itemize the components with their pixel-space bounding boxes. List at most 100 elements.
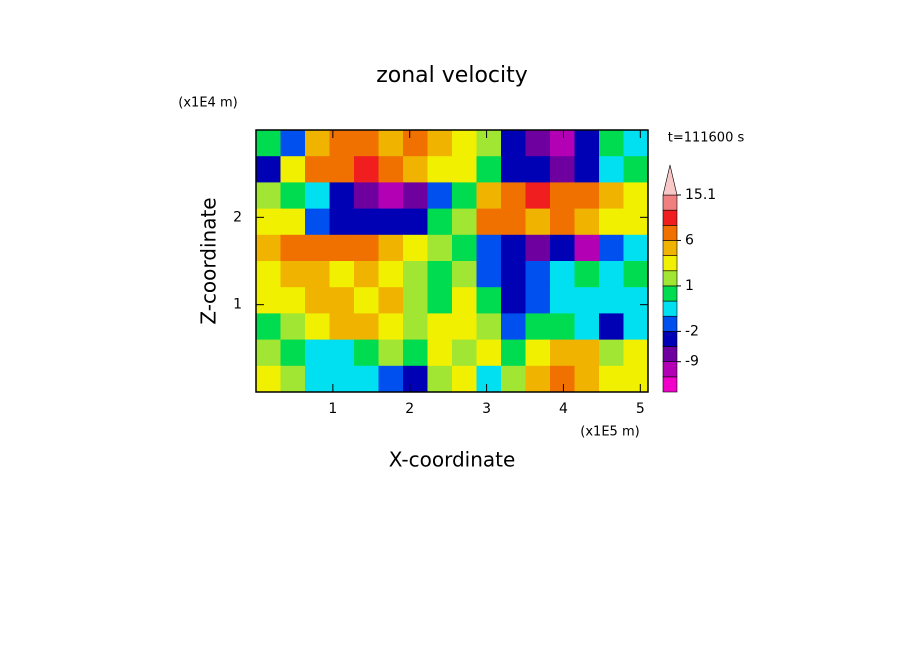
field-cell — [329, 208, 355, 236]
field-cell — [525, 182, 551, 210]
field-cell — [378, 182, 404, 210]
field-cell — [452, 208, 477, 236]
field-cell — [378, 339, 404, 367]
field-cell — [427, 313, 453, 341]
field-cell — [280, 130, 306, 157]
field-cell — [599, 208, 624, 236]
colorbar-box — [662, 331, 678, 347]
field-cell — [354, 313, 379, 341]
field-cell — [329, 261, 355, 288]
field-cell — [403, 182, 428, 210]
field-cell — [574, 261, 600, 288]
field-cell — [378, 313, 404, 341]
field-cell — [329, 313, 355, 341]
field-cell — [623, 130, 649, 157]
field-cell — [525, 365, 551, 393]
field-cell — [501, 313, 526, 341]
colorbar-box — [662, 376, 678, 393]
field-cell — [452, 182, 477, 210]
colorbar-tick-label: 6 — [685, 232, 694, 248]
field-cell — [329, 287, 355, 314]
field-cell — [623, 287, 649, 314]
field-cell — [354, 208, 379, 236]
colorbar-box — [662, 194, 678, 211]
field-cell — [623, 313, 649, 341]
y-scale-label: (x1E4 m) — [178, 96, 237, 111]
colorbar-box — [662, 270, 678, 287]
field-cell — [574, 182, 600, 210]
field-cell — [403, 156, 428, 183]
field-cell — [501, 234, 526, 262]
colorbar-box — [662, 300, 678, 317]
field-cell — [550, 287, 575, 314]
field-cell — [550, 156, 575, 183]
field-cell — [501, 365, 526, 393]
field-cell — [501, 208, 526, 236]
field-cell — [378, 208, 404, 236]
field-cell — [354, 182, 379, 210]
field-cell — [403, 234, 428, 262]
field-cell — [525, 208, 551, 236]
field-cell — [476, 182, 502, 210]
field-cell — [354, 339, 379, 367]
field-cell — [525, 339, 551, 367]
field-cell — [501, 339, 526, 367]
field-cell — [354, 130, 379, 157]
field-cell — [623, 261, 649, 288]
field-cell — [354, 156, 379, 183]
field-cell — [378, 130, 404, 157]
field-cell — [550, 313, 575, 341]
field-cell — [476, 313, 502, 341]
field-cell — [354, 365, 379, 393]
field-cell — [256, 313, 281, 341]
field-cell — [280, 156, 306, 183]
field-cell — [305, 156, 330, 183]
field-cell — [280, 234, 306, 262]
field-cell — [354, 261, 379, 288]
x-axis-label: X-coordinate — [389, 448, 516, 472]
field-cell — [280, 313, 306, 341]
field-cell — [599, 287, 624, 314]
field-cell — [501, 182, 526, 210]
field-cell — [354, 287, 379, 314]
field-cell — [525, 287, 551, 314]
field-cell — [403, 261, 428, 288]
field-cell — [550, 365, 575, 393]
field-cell — [574, 234, 600, 262]
field-cell — [599, 156, 624, 183]
field-cell — [599, 130, 624, 157]
field-cell — [599, 313, 624, 341]
field-cell — [378, 234, 404, 262]
field-cell — [329, 156, 355, 183]
field-cell — [525, 313, 551, 341]
field-cell — [623, 208, 649, 236]
field-cell — [476, 130, 502, 157]
field-cell — [550, 234, 575, 262]
field-cell — [501, 156, 526, 183]
field-cell — [476, 208, 502, 236]
colorbar-box — [662, 361, 678, 378]
field-cell — [403, 208, 428, 236]
field-cell — [403, 313, 428, 341]
time-label: t=111600 s — [668, 131, 745, 146]
field-cell — [452, 313, 477, 341]
colorbar-box — [662, 315, 678, 332]
field-cell — [550, 208, 575, 236]
y-axis-label: Z-coordinate — [197, 197, 221, 324]
field-cell — [476, 287, 502, 314]
field-cell — [378, 261, 404, 288]
x-tick-label: 5 — [636, 401, 645, 417]
field-cell — [305, 234, 330, 262]
chart-title: zonal velocity — [376, 63, 528, 88]
colorbar-box — [662, 346, 678, 362]
y-tick-label: 1 — [233, 297, 242, 313]
field-cell — [623, 156, 649, 183]
colorbar-tick-label: 15.1 — [685, 187, 716, 203]
field-cell — [427, 287, 453, 314]
field-cell — [599, 339, 624, 367]
field-cell — [501, 287, 526, 314]
x-scale-label: (x1E5 m) — [580, 425, 639, 440]
field-cell — [574, 208, 600, 236]
field-cell — [378, 287, 404, 314]
